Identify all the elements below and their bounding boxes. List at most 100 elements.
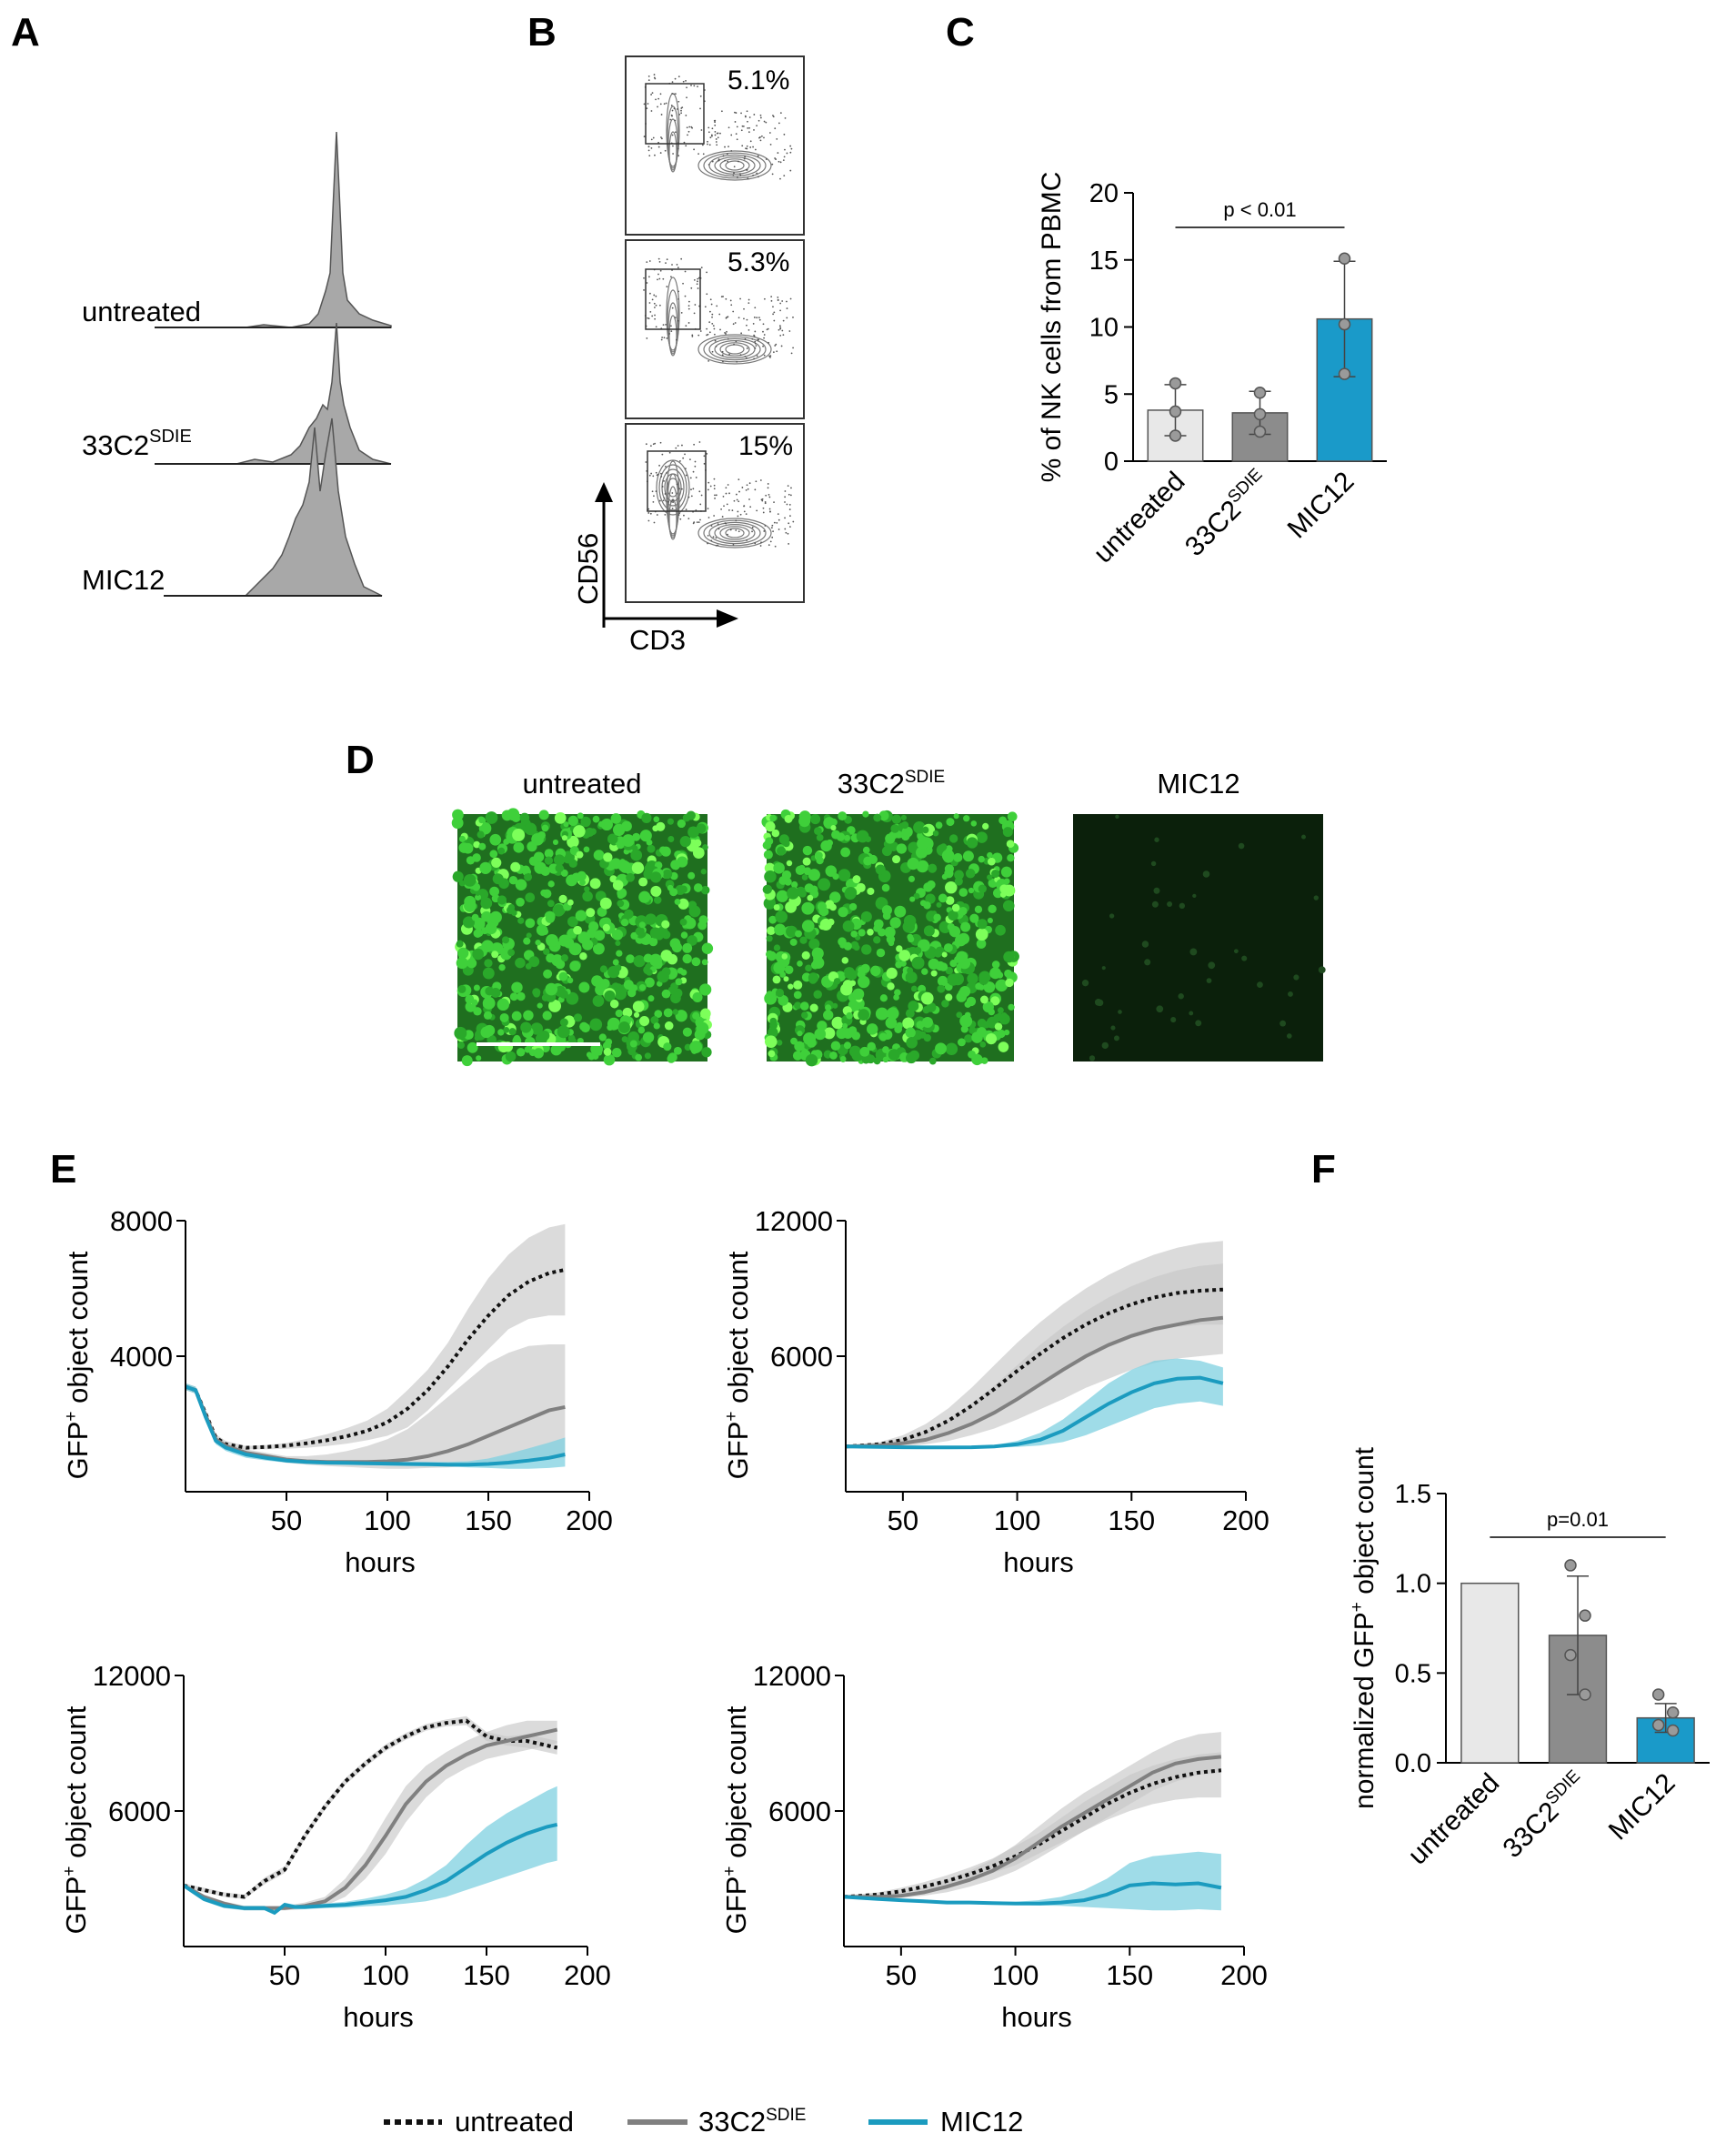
micro-cell (477, 830, 485, 839)
y-tick-label: 12000 (753, 1660, 831, 1692)
flow-event-dot (677, 267, 679, 269)
flow-event-dot (657, 146, 660, 148)
flow-contour-t-cells (708, 154, 761, 177)
micro-cell (697, 933, 704, 941)
flow-event-dot (774, 345, 777, 347)
micro-label-mic12: MIC12 (1157, 768, 1239, 800)
y-tick-label: 0.0 (1395, 1749, 1431, 1778)
micro-cell (1293, 974, 1299, 981)
micro-cell (610, 858, 622, 870)
legend-label-mic12: MIC12 (940, 2106, 1023, 2138)
micro-cell (663, 1008, 673, 1018)
micro-cell (509, 992, 518, 1001)
micro-cell (945, 880, 958, 894)
flow-event-dot (764, 525, 767, 527)
flow-event-dot (773, 501, 775, 504)
flow-event-dot (684, 295, 687, 297)
flow-event-dot (657, 278, 658, 281)
micro-cell (803, 1031, 817, 1045)
flow-event-dot (762, 511, 765, 514)
flow-event-dot (676, 264, 678, 266)
micro-cell (935, 821, 943, 830)
micro-cell (567, 835, 579, 849)
flow-event-dot (746, 169, 748, 171)
micro-cell (843, 1041, 851, 1050)
micro-cell (978, 975, 988, 985)
micro-cell (544, 856, 554, 865)
micro-cell (773, 904, 780, 911)
micro-cell (515, 879, 527, 890)
flow-event-dot (680, 112, 683, 115)
flow-event-dot (744, 156, 746, 158)
flow-event-dot (703, 455, 706, 458)
micro-cell (523, 1010, 534, 1021)
flow-event-dot (739, 354, 742, 356)
micro-cell (588, 921, 599, 932)
micro-cell (882, 1056, 889, 1063)
line-untreated (843, 1768, 1222, 1899)
flow-event-dot (735, 493, 738, 496)
micro-cell (1154, 837, 1159, 842)
flow-event-dot (719, 132, 721, 135)
data-point (1253, 407, 1267, 421)
micro-cell (505, 1051, 517, 1062)
flow-event-dot (749, 146, 752, 148)
micro-cell (544, 849, 554, 859)
line-33c2sdie (845, 1315, 1224, 1449)
flow-event-dot (687, 130, 690, 133)
flow-plot-1: 5.1% (625, 55, 805, 236)
flow-event-dot (737, 510, 739, 513)
micro-cell (899, 960, 907, 967)
flow-event-dot (710, 303, 713, 306)
micro-cell (768, 915, 778, 924)
micro-cell (896, 945, 903, 952)
micro-cell (567, 916, 578, 928)
flow-event-dot (788, 508, 791, 510)
micro-cell (660, 846, 671, 857)
flow-event-dot (734, 111, 736, 114)
flow-event-dot (772, 306, 774, 308)
micro-cell (887, 982, 895, 991)
flow-event-dot (753, 357, 756, 360)
micro-cell (876, 948, 886, 958)
flow-event-dot (714, 121, 716, 124)
flow-event-dot (646, 337, 648, 339)
flow-event-dot (681, 444, 683, 447)
flow-event-dot (790, 352, 793, 355)
micro-cell (1007, 811, 1018, 822)
flow-event-dot (763, 136, 765, 139)
flow-event-dot (746, 347, 748, 349)
flow-event-dot (674, 119, 677, 122)
flow-event-dot (708, 321, 711, 324)
flow-event-dot (671, 492, 674, 494)
micro-cell (507, 949, 516, 957)
flow-event-dot (761, 499, 764, 502)
flow-event-dot (768, 341, 770, 344)
micro-cell (768, 1027, 778, 1038)
flow-event-dot (788, 493, 790, 496)
micro-cell (633, 1011, 640, 1018)
flow-x-axis-label: CD3 (629, 624, 686, 656)
micro-cell (660, 950, 673, 961)
flow-event-dot (663, 479, 665, 482)
micro-cell (530, 1022, 544, 1035)
micro-cell (633, 955, 646, 968)
flow-event-dot (762, 323, 765, 326)
micro-cell (777, 846, 787, 856)
flow-event-dot (784, 501, 786, 503)
micro-cell (976, 939, 987, 949)
flow-contour-t-cells (697, 518, 772, 548)
legend-label-33c2sdie: 33C2SDIE (698, 2106, 806, 2138)
micro-cell (521, 865, 530, 874)
micro-cell (975, 928, 988, 941)
flow-event-dot (654, 442, 657, 445)
micro-cell (1109, 913, 1115, 919)
flow-event-dot (724, 159, 727, 162)
flow-event-dot (694, 465, 697, 468)
flow-contour-nk (656, 459, 690, 516)
micro-cell (943, 943, 953, 952)
micro-cell (699, 983, 712, 996)
panel-label-b: B (527, 10, 557, 55)
flow-event-dot (643, 277, 645, 279)
x-category-label: MIC12 (1603, 1768, 1681, 1846)
